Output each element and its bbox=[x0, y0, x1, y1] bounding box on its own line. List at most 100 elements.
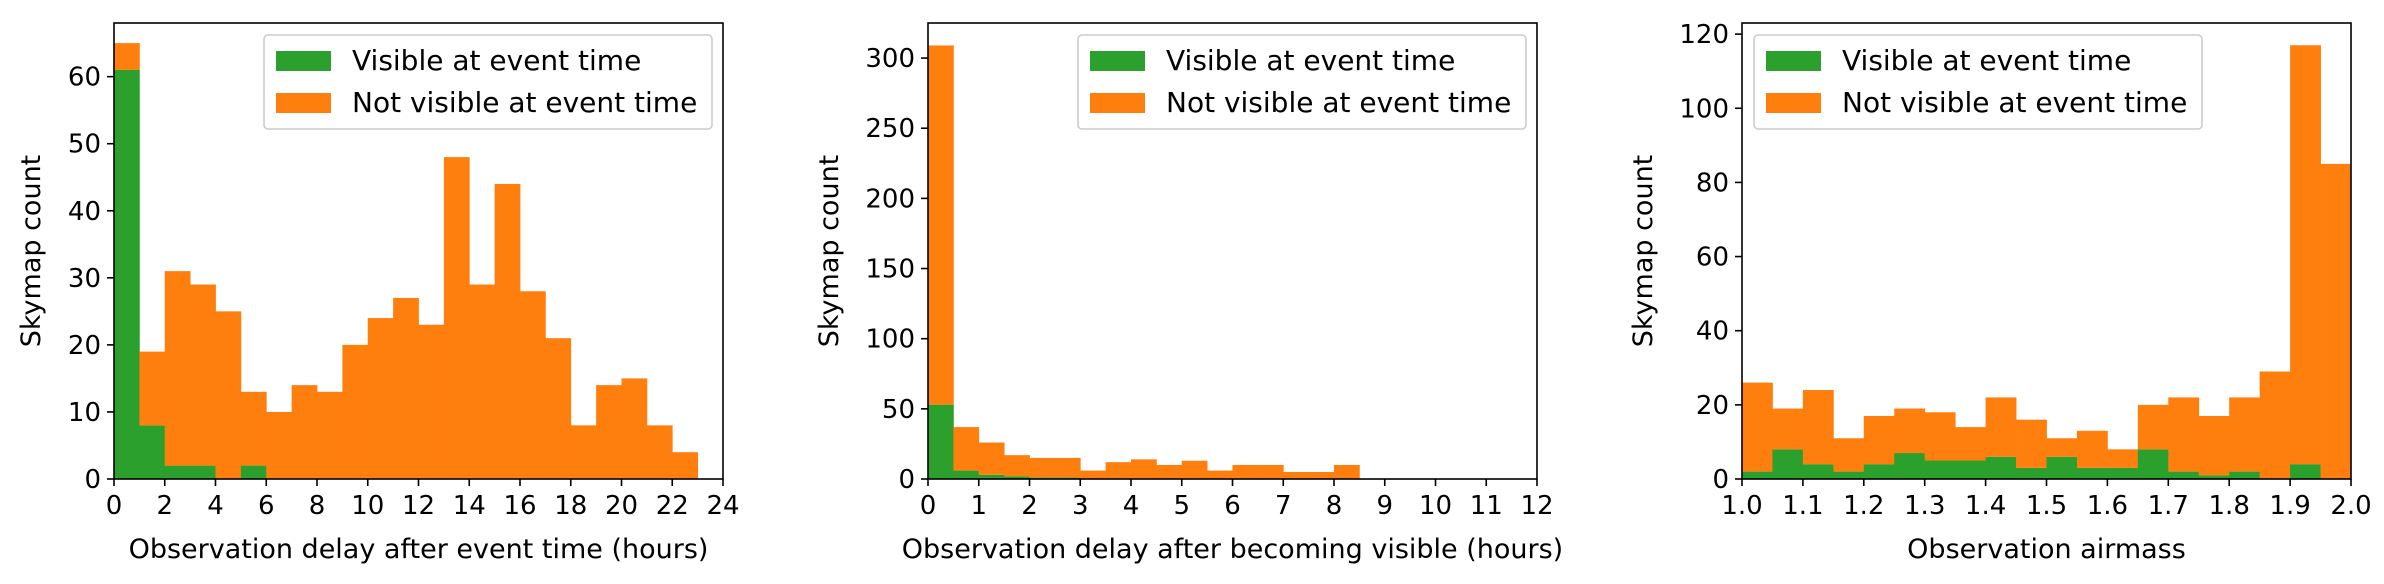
bar-not-visible bbox=[2076, 430, 2108, 468]
legend-swatch-not-visible bbox=[1090, 93, 1145, 113]
bar-visible bbox=[1955, 460, 1986, 479]
bar-visible bbox=[2107, 467, 2139, 479]
bar-not-visible bbox=[953, 427, 980, 471]
x-tick-label: 9 bbox=[1376, 491, 1393, 521]
x-tick-label: 7 bbox=[1275, 491, 1292, 521]
bar-not-visible bbox=[2107, 449, 2139, 468]
x-tick-label: 0 bbox=[106, 491, 123, 521]
bar-not-visible bbox=[1772, 408, 1804, 450]
x-tick-label: 14 bbox=[453, 491, 486, 521]
x-tick-label: 12 bbox=[1520, 491, 1553, 521]
x-tick-label: 0 bbox=[920, 491, 937, 521]
x-tick-label: 20 bbox=[605, 491, 638, 521]
bar-not-visible bbox=[1955, 427, 1986, 461]
bar-not-visible bbox=[1232, 464, 1259, 479]
bar-visible bbox=[2198, 475, 2230, 479]
bar-not-visible bbox=[1924, 412, 1956, 461]
bar-not-visible bbox=[215, 311, 242, 479]
bar-not-visible bbox=[367, 318, 394, 479]
y-tick-label: 40 bbox=[68, 197, 101, 227]
legend-swatch-visible bbox=[1090, 51, 1145, 71]
bar-visible bbox=[164, 465, 191, 479]
bar-visible bbox=[953, 470, 980, 479]
bar-visible bbox=[1802, 464, 1834, 479]
bar-not-visible bbox=[443, 157, 470, 479]
x-tick-label: 1.4 bbox=[1965, 491, 2006, 521]
x-tick-label: 10 bbox=[1419, 491, 1452, 521]
bar-not-visible bbox=[621, 378, 648, 479]
bar-not-visible bbox=[2229, 397, 2261, 472]
bar-visible bbox=[1004, 476, 1030, 479]
bar-not-visible bbox=[520, 291, 546, 479]
bar-visible bbox=[2016, 467, 2047, 479]
y-ticks: 0 50 100 150 200 250 300 bbox=[865, 44, 928, 495]
bar-not-visible bbox=[1181, 460, 1208, 479]
bar-not-visible bbox=[1029, 457, 1056, 478]
bar-visible bbox=[114, 69, 140, 479]
legend-box bbox=[263, 34, 713, 130]
x-tick-label: 11 bbox=[1470, 491, 1503, 521]
bar-visible bbox=[2076, 467, 2108, 479]
bar-not-visible bbox=[1985, 397, 2017, 457]
x-ticks: 1.0 1.1 1.2 1.3 1.4 1.5 1.6 1.7 1.8 1.9 2.0 bbox=[1721, 479, 2372, 521]
y-tick-label: 300 bbox=[865, 44, 915, 74]
legend-label-visible: Visible at event time bbox=[1166, 44, 1455, 77]
bar-not-visible bbox=[494, 183, 521, 479]
legend: Visible at event time Not visible at eve… bbox=[263, 34, 713, 130]
legend-swatch-visible bbox=[276, 51, 331, 71]
legend-label-visible: Visible at event time bbox=[352, 44, 641, 77]
y-axis-label: Skymap count bbox=[1628, 155, 1659, 348]
x-tick-label: 1.1 bbox=[1782, 491, 1823, 521]
x-tick-label: 6 bbox=[1224, 491, 1241, 521]
bar-visible bbox=[139, 425, 166, 479]
bar-visible bbox=[2137, 449, 2169, 479]
y-tick-label: 150 bbox=[865, 255, 915, 285]
bar-visible bbox=[1772, 449, 1804, 479]
bar-visible bbox=[928, 404, 954, 479]
x-tick-label: 6 bbox=[258, 491, 275, 521]
y-tick-label: 60 bbox=[68, 63, 101, 93]
bar-visible bbox=[1833, 471, 1865, 479]
bar-not-visible bbox=[317, 391, 343, 479]
y-ticks: 0 20 40 60 80 100 120 bbox=[1679, 20, 1742, 495]
x-tick-label: 1.2 bbox=[1843, 491, 1884, 521]
y-tick-label: 40 bbox=[1696, 317, 1729, 347]
bar-visible bbox=[2168, 471, 2200, 479]
y-tick-label: 20 bbox=[1696, 391, 1729, 421]
bar-visible bbox=[2229, 471, 2261, 479]
bar-not-visible bbox=[672, 452, 699, 479]
histogram-airmass: 1.0 1.1 1.2 1.3 1.4 1.5 1.6 1.7 1.8 1.9 2.0 0 20 40 6… bbox=[1628, 20, 2372, 565]
bars-group bbox=[1742, 45, 2352, 479]
x-tick-label: 2.0 bbox=[2330, 491, 2371, 521]
bar-visible bbox=[2046, 456, 2078, 479]
bar-not-visible bbox=[1742, 382, 1773, 472]
legend-swatch-not-visible bbox=[1766, 93, 1821, 113]
bar-not-visible bbox=[2320, 163, 2352, 479]
legend-swatch-not-visible bbox=[276, 93, 331, 113]
bar-visible bbox=[1924, 460, 1956, 479]
bar-not-visible bbox=[1257, 464, 1284, 479]
y-tick-label: 250 bbox=[865, 114, 915, 144]
bars-group bbox=[928, 45, 1360, 479]
bar-visible bbox=[190, 465, 216, 479]
y-ticks: 0 10 20 30 40 50 60 bbox=[68, 63, 114, 495]
y-tick-label: 200 bbox=[865, 184, 915, 214]
y-tick-label: 0 bbox=[84, 465, 101, 495]
legend-label-not-visible: Not visible at event time bbox=[1166, 86, 1511, 119]
legend-label-not-visible: Not visible at event time bbox=[1842, 86, 2187, 119]
y-tick-label: 120 bbox=[1679, 20, 1729, 50]
bar-visible bbox=[240, 465, 267, 479]
bar-not-visible bbox=[1894, 408, 1926, 454]
bar-not-visible bbox=[342, 344, 369, 479]
bar-not-visible bbox=[1004, 455, 1030, 477]
bar-visible bbox=[2290, 464, 2321, 479]
y-tick-label: 50 bbox=[882, 395, 915, 425]
bar-not-visible bbox=[1833, 438, 1865, 472]
bar-not-visible bbox=[1105, 462, 1132, 479]
bar-not-visible bbox=[2198, 415, 2230, 476]
bar-not-visible bbox=[1863, 415, 1895, 465]
legend: Visible at event time Not visible at eve… bbox=[1077, 34, 1527, 130]
